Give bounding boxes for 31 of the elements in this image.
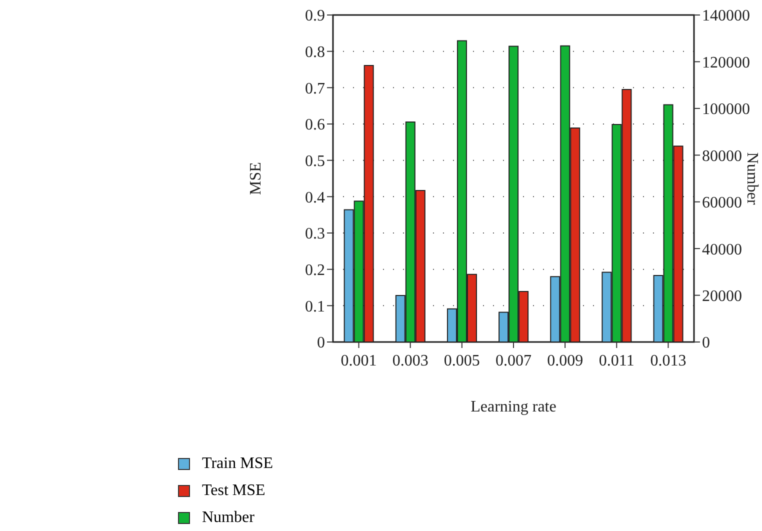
y2-tick-label: 120000 xyxy=(702,54,750,72)
x-tick-label: 0.005 xyxy=(444,352,480,370)
legend-label: Test MSE xyxy=(202,482,266,500)
y2-tick-label: 140000 xyxy=(702,8,750,25)
y2-tick-label: 100000 xyxy=(702,101,750,118)
y-axis-title: MSE xyxy=(248,162,265,195)
y-tick-label: 0.6 xyxy=(304,116,325,134)
y-tick-label: 0.9 xyxy=(304,8,325,25)
y-tick-label: 0 xyxy=(316,334,325,352)
y2-tick-label: 40000 xyxy=(702,241,742,258)
y2-tick-label: 0 xyxy=(702,334,710,352)
x-tick-label: 0.011 xyxy=(598,352,634,370)
y-tick-label: 0.1 xyxy=(304,298,325,316)
x-tick-label: 0.007 xyxy=(495,352,532,370)
y-tick-label: 0.2 xyxy=(304,262,325,280)
y-tick-label: 0.4 xyxy=(304,189,325,206)
x-tick-label: 0.003 xyxy=(392,352,428,370)
y-tick-label: 0.7 xyxy=(304,80,325,98)
x-tick-label: 0.009 xyxy=(547,352,584,370)
y2-tick-label: 80000 xyxy=(702,148,742,165)
x-axis-title: Learning rate xyxy=(470,398,556,416)
y2-axis-title: Number xyxy=(743,152,760,206)
x-tick-label: 0.001 xyxy=(340,352,377,370)
y-tick-label: 0.5 xyxy=(304,153,325,170)
legend-label: Number xyxy=(202,508,254,526)
legend-label: Train MSE xyxy=(202,454,273,472)
x-tick-label: 0.013 xyxy=(650,352,686,370)
y2-tick-label: 60000 xyxy=(702,194,742,212)
y2-tick-label: 20000 xyxy=(702,288,742,305)
y-tick-label: 0.8 xyxy=(304,44,325,62)
y-tick-label: 0.3 xyxy=(304,226,325,243)
